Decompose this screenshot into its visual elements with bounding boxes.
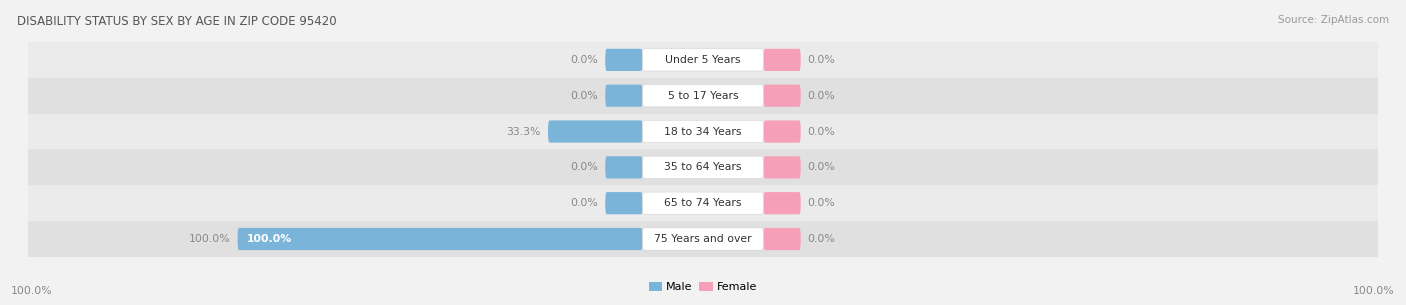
Text: 35 to 64 Years: 35 to 64 Years bbox=[664, 162, 742, 172]
FancyBboxPatch shape bbox=[763, 228, 801, 250]
FancyBboxPatch shape bbox=[643, 228, 763, 250]
Bar bbox=[4, 185, 1402, 221]
Text: 5 to 17 Years: 5 to 17 Years bbox=[668, 91, 738, 101]
Text: 0.0%: 0.0% bbox=[807, 55, 835, 65]
Bar bbox=[4, 221, 1402, 257]
FancyBboxPatch shape bbox=[238, 228, 643, 250]
Text: 18 to 34 Years: 18 to 34 Years bbox=[664, 127, 742, 137]
Text: 75 Years and over: 75 Years and over bbox=[654, 234, 752, 244]
Text: DISABILITY STATUS BY SEX BY AGE IN ZIP CODE 95420: DISABILITY STATUS BY SEX BY AGE IN ZIP C… bbox=[17, 15, 336, 28]
FancyBboxPatch shape bbox=[643, 156, 763, 178]
Text: 0.0%: 0.0% bbox=[807, 91, 835, 101]
FancyBboxPatch shape bbox=[548, 120, 643, 143]
Bar bbox=[4, 78, 1402, 114]
Text: 0.0%: 0.0% bbox=[807, 127, 835, 137]
Bar bbox=[4, 42, 1402, 78]
Text: 100.0%: 100.0% bbox=[247, 234, 292, 244]
FancyBboxPatch shape bbox=[763, 120, 801, 143]
FancyBboxPatch shape bbox=[643, 84, 763, 107]
Text: 0.0%: 0.0% bbox=[807, 234, 835, 244]
Text: Under 5 Years: Under 5 Years bbox=[665, 55, 741, 65]
Bar bbox=[4, 114, 1402, 149]
FancyBboxPatch shape bbox=[643, 49, 763, 71]
Text: 65 to 74 Years: 65 to 74 Years bbox=[664, 198, 742, 208]
Legend: Male, Female: Male, Female bbox=[644, 277, 762, 296]
FancyBboxPatch shape bbox=[605, 84, 643, 107]
Text: 0.0%: 0.0% bbox=[571, 162, 599, 172]
FancyBboxPatch shape bbox=[763, 192, 801, 214]
FancyBboxPatch shape bbox=[643, 120, 763, 143]
Text: 0.0%: 0.0% bbox=[571, 198, 599, 208]
FancyBboxPatch shape bbox=[763, 156, 801, 178]
FancyBboxPatch shape bbox=[763, 84, 801, 107]
FancyBboxPatch shape bbox=[605, 192, 643, 214]
FancyBboxPatch shape bbox=[643, 192, 763, 214]
Text: 100.0%: 100.0% bbox=[188, 234, 231, 244]
FancyBboxPatch shape bbox=[605, 49, 643, 71]
Text: 0.0%: 0.0% bbox=[807, 198, 835, 208]
Text: 0.0%: 0.0% bbox=[807, 162, 835, 172]
Text: 100.0%: 100.0% bbox=[1353, 286, 1395, 296]
Text: 0.0%: 0.0% bbox=[571, 55, 599, 65]
Text: 100.0%: 100.0% bbox=[11, 286, 53, 296]
FancyBboxPatch shape bbox=[763, 49, 801, 71]
Text: Source: ZipAtlas.com: Source: ZipAtlas.com bbox=[1278, 15, 1389, 25]
FancyBboxPatch shape bbox=[605, 156, 643, 178]
Text: 33.3%: 33.3% bbox=[506, 127, 541, 137]
Text: 0.0%: 0.0% bbox=[571, 91, 599, 101]
Bar bbox=[4, 149, 1402, 185]
